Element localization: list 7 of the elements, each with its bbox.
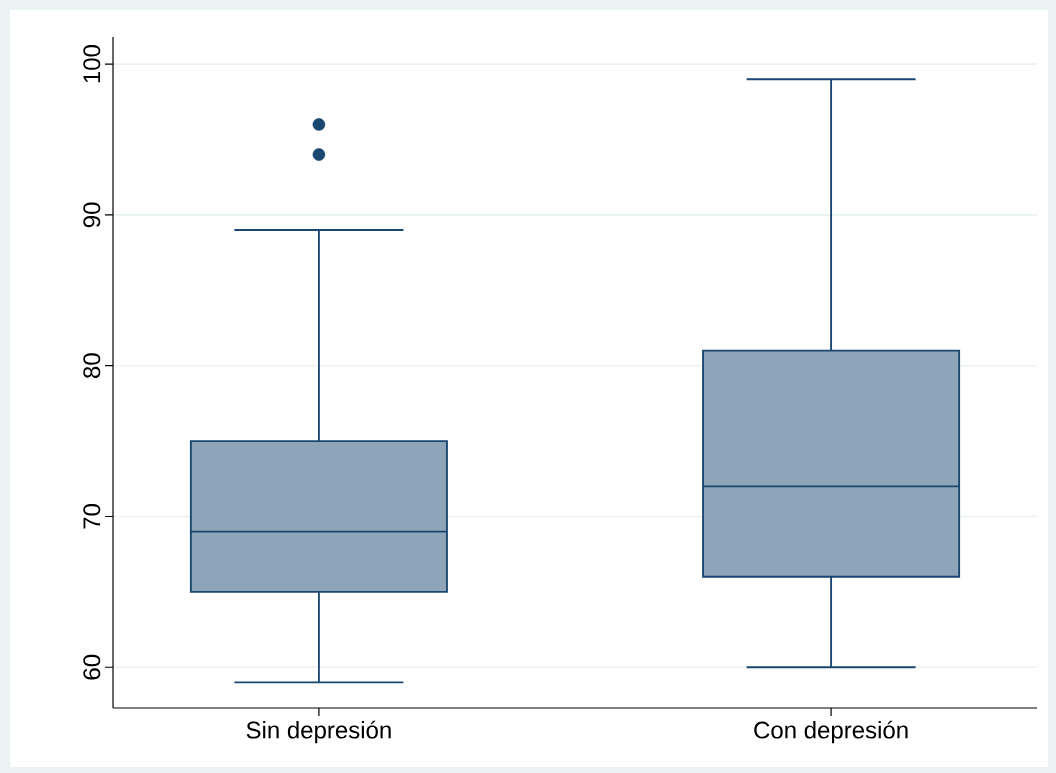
x-tick-label: Sin depresión — [246, 720, 391, 744]
y-tick-label: 60 — [83, 654, 101, 680]
y-tick-label: 90 — [83, 202, 101, 228]
x-tick-label: Con depresión — [754, 720, 908, 744]
y-tick-label: 80 — [83, 353, 101, 379]
y-tick-label: 100 — [83, 45, 101, 83]
y-tick-label: 70 — [83, 504, 101, 529]
